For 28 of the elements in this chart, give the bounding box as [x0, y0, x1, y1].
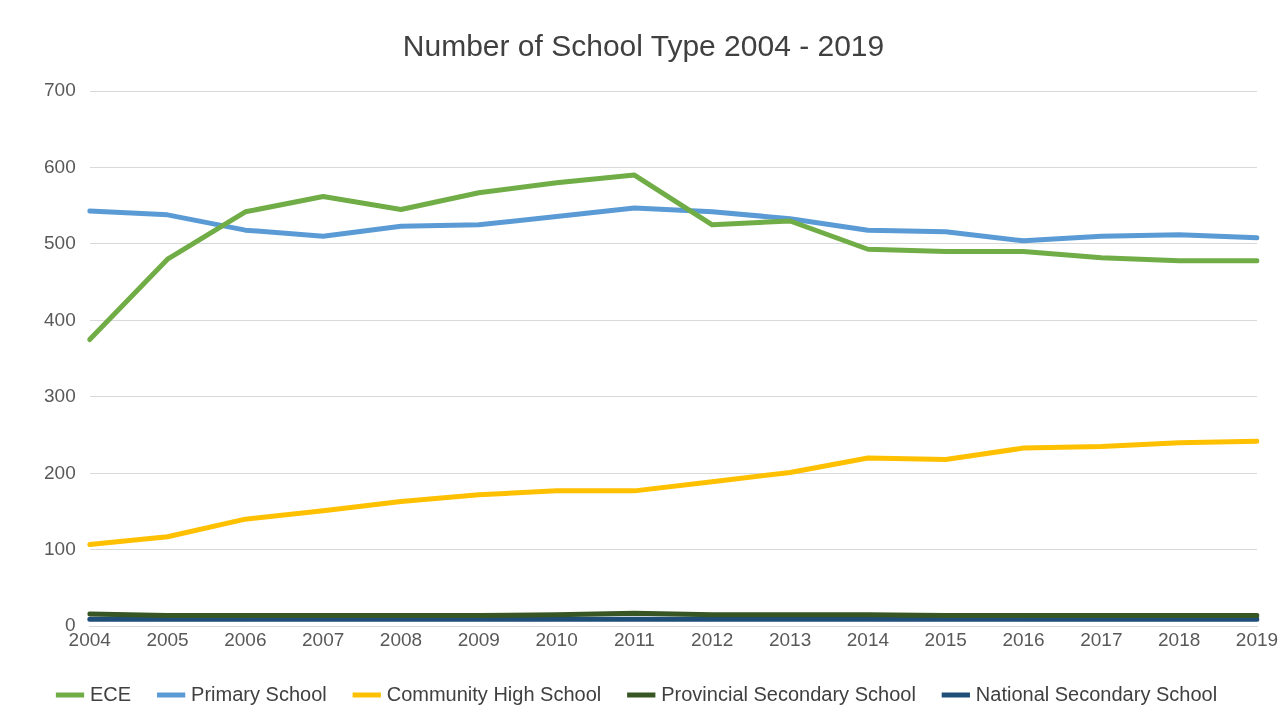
x-tick-label: 2007: [302, 628, 345, 650]
chart-title: Number of School Type 2004 - 2019: [402, 29, 885, 63]
legend-label: National Secondary School: [975, 682, 1218, 705]
y-tick-label: 500: [44, 232, 76, 254]
y-tick-label: 200: [44, 461, 76, 483]
x-tick-label: 2015: [924, 628, 967, 650]
x-tick-label: 2011: [614, 628, 655, 650]
y-tick-label: 100: [44, 537, 76, 559]
x-tick-label: 2018: [1158, 628, 1201, 650]
x-tick-label: 2010: [535, 628, 578, 650]
legend-label: Provincial Secondary School: [661, 682, 916, 705]
x-tick-label: 2012: [691, 628, 734, 650]
y-tick-label: 600: [44, 155, 76, 177]
x-tick-label: 2005: [146, 628, 189, 650]
x-tick-label: 2008: [379, 628, 423, 650]
x-tick-label: 2017: [1080, 628, 1123, 650]
legend-label: ECE: [90, 682, 132, 705]
legend-label: Community High School: [386, 682, 602, 705]
x-tick-label: 2016: [1002, 628, 1045, 650]
x-tick-label: 2006: [224, 628, 267, 650]
y-tick-label: 400: [44, 308, 76, 330]
y-tick-label: 300: [44, 385, 76, 407]
x-tick-label: 2009: [457, 628, 500, 650]
x-tick-label: 2013: [768, 628, 812, 650]
x-tick-label: 2014: [846, 628, 890, 650]
legend-label: Primary School: [191, 682, 327, 705]
y-tick-label: 700: [44, 79, 76, 101]
x-tick-label: 2019: [1235, 628, 1279, 650]
